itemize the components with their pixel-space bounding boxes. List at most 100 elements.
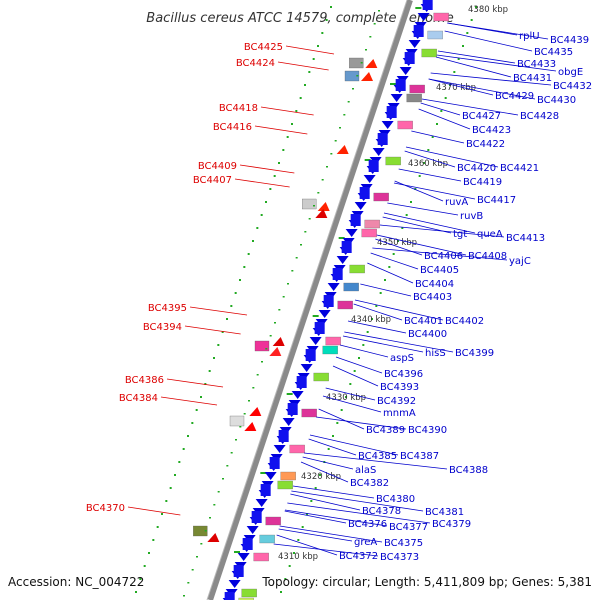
gene-label[interactable]: BC4435 — [534, 47, 573, 58]
gene-label[interactable]: BC4387 — [400, 451, 439, 462]
gene-label[interactable]: BC4420 — [457, 163, 496, 174]
gene-label[interactable]: BC4429 — [495, 91, 534, 102]
track-dot — [444, 97, 447, 99]
gene-label[interactable]: BC4381 — [425, 507, 464, 518]
connector-line — [394, 180, 444, 202]
gene-label[interactable]: yajC — [509, 256, 531, 267]
gene-label[interactable]: BC4372 — [339, 551, 378, 562]
gene-label[interactable]: BC4392 — [377, 396, 416, 407]
gene-label[interactable]: BC4394 — [143, 322, 182, 333]
gene-label[interactable]: BC4409 — [198, 161, 237, 172]
connector-line — [315, 416, 407, 430]
gene-label[interactable]: BC4370 — [86, 503, 125, 514]
gene-block — [427, 30, 443, 40]
track-dot — [156, 526, 159, 528]
gene-label[interactable]: BC4423 — [472, 125, 511, 136]
gene-block — [364, 219, 380, 229]
connector-line — [287, 502, 431, 524]
gene-label[interactable]: rplU — [519, 31, 540, 42]
gene-label[interactable]: BC4404 — [415, 279, 454, 290]
gene-label[interactable]: ruvB — [460, 211, 483, 222]
track-dot — [308, 71, 311, 73]
gene-label[interactable]: BC4427 — [462, 111, 501, 122]
gene-label[interactable]: BC4380 — [376, 494, 415, 505]
gene-label[interactable]: BC4390 — [408, 425, 447, 436]
track-dot — [239, 426, 242, 428]
gene-label[interactable]: BC4395 — [148, 303, 187, 314]
gene-label[interactable]: BC4373 — [380, 552, 419, 563]
gene-block — [345, 229, 358, 237]
gene-label[interactable]: aspS — [390, 353, 414, 364]
gene-label[interactable]: BC4388 — [449, 465, 488, 476]
gene-label[interactable]: BC4431 — [513, 73, 552, 84]
gene-label[interactable]: BC4406 — [424, 251, 463, 262]
gene-label[interactable]: BC4393 — [380, 382, 419, 393]
topology-text: Topology: circular; Length: 5,411,809 bp… — [261, 575, 592, 589]
gene-label[interactable]: BC4421 — [500, 163, 539, 174]
gene-label[interactable]: BC4416 — [213, 122, 252, 133]
connector-line — [239, 164, 295, 174]
gene-label[interactable]: BC4377 — [389, 522, 428, 533]
gene-label[interactable]: BC4403 — [413, 292, 452, 303]
track-dot — [252, 240, 254, 242]
gene-label[interactable]: BC4402 — [445, 316, 484, 327]
track-dot — [388, 266, 391, 268]
gene-label[interactable]: ruvA — [445, 197, 468, 208]
gene-label[interactable]: BC4386 — [125, 375, 164, 386]
gene-label[interactable]: BC4408 — [468, 251, 507, 262]
track-dot — [462, 45, 464, 47]
gene-label[interactable]: BC4424 — [236, 58, 275, 69]
connector-line — [444, 30, 533, 52]
gene-label[interactable]: tgt — [453, 229, 467, 240]
gene-label[interactable]: BC4375 — [384, 538, 423, 549]
track-dot — [379, 292, 382, 294]
gene-label[interactable]: mnmA — [383, 408, 416, 419]
gene-label[interactable]: BC4439 — [550, 35, 589, 46]
gene-block — [408, 40, 421, 48]
gene-label[interactable]: greA — [354, 537, 377, 548]
gene-block — [255, 499, 268, 507]
gene-label[interactable]: BC4376 — [348, 519, 387, 530]
gene-label[interactable]: BC4401 — [404, 316, 443, 327]
gene-label[interactable]: BC4413 — [506, 233, 545, 244]
gene-label[interactable]: BC4399 — [455, 348, 494, 359]
gene-block — [289, 444, 305, 454]
gene-label[interactable]: BC4432 — [553, 81, 592, 92]
gene-label[interactable]: obgE — [558, 67, 583, 78]
gene-label[interactable]: BC4396 — [384, 369, 423, 380]
gene-label[interactable]: BC4422 — [466, 139, 505, 150]
gene-label[interactable]: BC4384 — [119, 393, 158, 404]
gene-label[interactable]: BC4379 — [432, 519, 471, 530]
connector-line — [166, 378, 224, 388]
track-dot — [169, 487, 172, 489]
gene-label[interactable]: hisS — [425, 348, 446, 359]
gene-label[interactable]: BC4425 — [244, 42, 283, 53]
gene-label[interactable]: queA — [477, 229, 503, 240]
gene-label[interactable]: BC4382 — [350, 478, 389, 489]
track-dot — [475, 6, 477, 8]
gene-label[interactable]: BC4430 — [537, 95, 576, 106]
gene-label[interactable]: BC4389 — [366, 425, 405, 436]
gene-label[interactable]: BC4419 — [463, 177, 502, 188]
gene-block — [224, 592, 235, 600]
gene-block — [421, 48, 437, 58]
kbp-label: 4330 kbp — [326, 393, 366, 403]
gene-block — [363, 175, 376, 183]
track-dot — [252, 387, 255, 389]
gene-label[interactable]: BC4378 — [362, 506, 401, 517]
kbp-label: 4370 kbp — [436, 83, 476, 93]
gene-label[interactable]: BC4407 — [193, 175, 232, 186]
gene-label[interactable]: alaS — [355, 465, 376, 476]
gene-label[interactable]: BC4385 — [358, 451, 397, 462]
gene-block — [417, 13, 430, 21]
gene-label[interactable]: BC4433 — [517, 59, 556, 70]
connector-line — [189, 306, 248, 316]
gene-label[interactable]: BC4418 — [219, 103, 258, 114]
track-dot — [343, 114, 346, 116]
gene-label[interactable]: BC4417 — [477, 195, 516, 206]
gene-label[interactable]: BC4400 — [408, 329, 447, 340]
gene-label[interactable]: BC4428 — [520, 111, 559, 122]
gene-label[interactable]: BC4405 — [420, 265, 459, 276]
track-dot — [248, 400, 250, 402]
connector-line — [277, 61, 329, 71]
